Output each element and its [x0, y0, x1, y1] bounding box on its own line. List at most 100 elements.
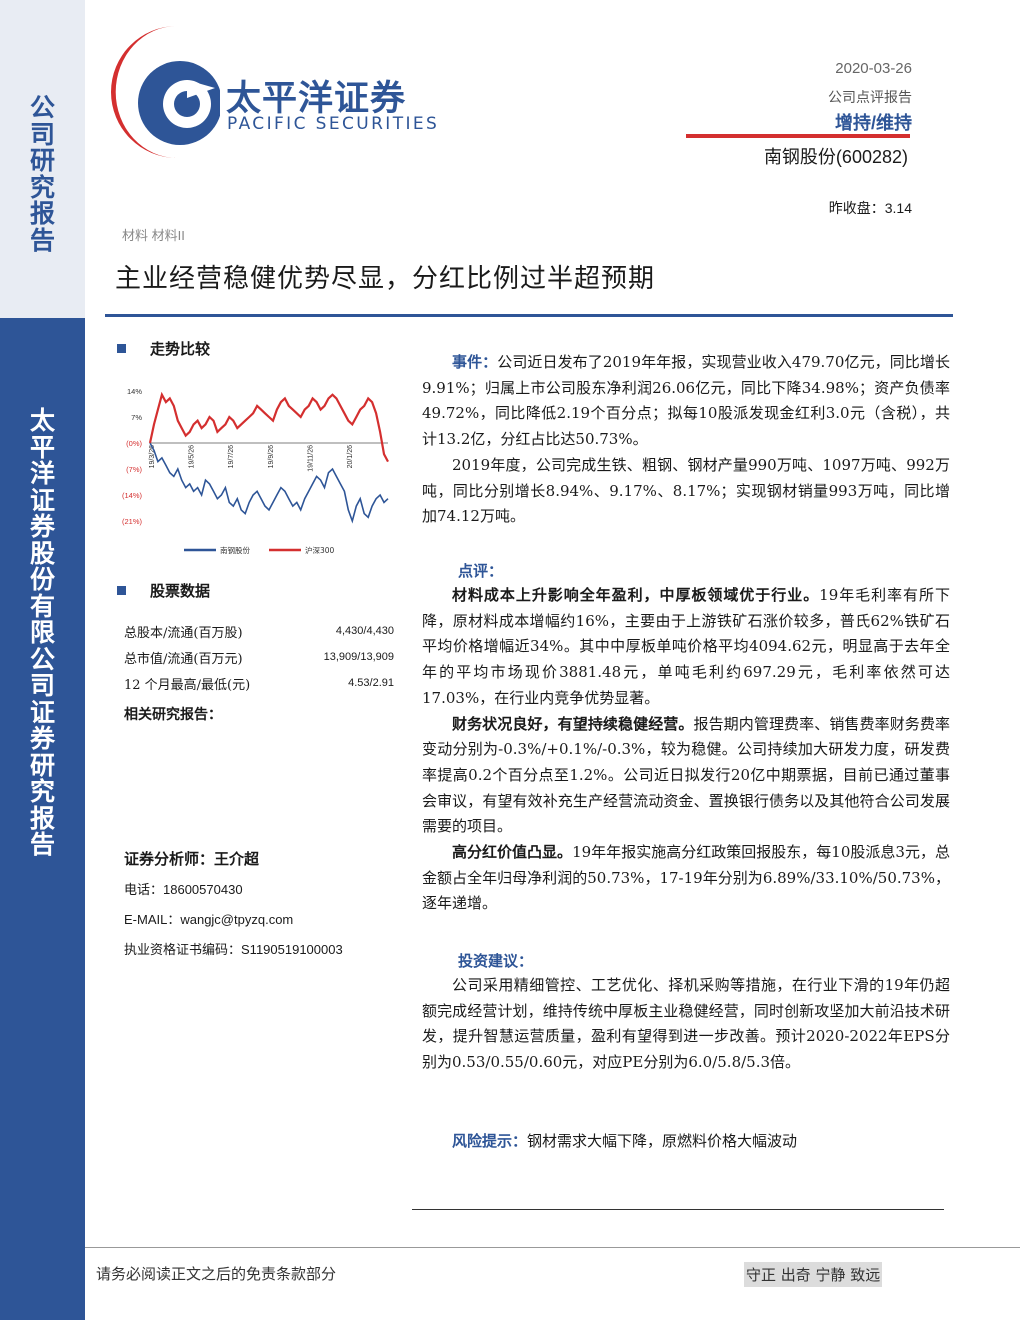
risk-section: 风险提示：钢材需求大幅下降，原燃料价格大幅波动: [422, 1129, 950, 1155]
comment-2-lead: 财务状况良好，有望持续稳健经营。: [452, 714, 694, 733]
square-bullet-icon: [117, 586, 126, 595]
trend-heading-label: 走势比较: [150, 340, 211, 358]
comment-heading: 点评：: [458, 562, 504, 580]
report-type: 公司点评报告: [828, 89, 912, 105]
report-date: 2020-03-26: [835, 60, 912, 77]
y-tick-label: (0%): [126, 439, 142, 448]
legend-label: 南钢股份: [220, 545, 250, 555]
x-tick-label: 19/11/26: [307, 445, 314, 472]
sidebar-company-text: 太平洋证券股份有限公司证券研究报告: [0, 406, 85, 859]
x-tick-label: 20/1/26: [347, 445, 354, 468]
stock-data-heading-label: 股票数据: [150, 582, 211, 600]
comment-2-text: 报告期内管理费率、销售费率财务费率变动分别为-0.3%/+0.1%/-0.3%，…: [422, 714, 950, 836]
comment-paragraph-2: 财务状况良好，有望持续稳健经营。报告期内管理费率、销售费率财务费率变动分别为-0…: [422, 712, 950, 841]
table-row: 12 个月最高/最低(元) 4.53/2.91: [124, 670, 394, 696]
y-tick-label: (14%): [122, 491, 143, 500]
stock-data-table: 总股本/流通(百万股) 4,430/4,430 总市值/流通(百万元) 13,9…: [124, 618, 394, 696]
comment-3-lead: 高分红价值凸显。: [452, 843, 573, 862]
footer-divider: [85, 1247, 1020, 1248]
legend-label: 沪深300: [305, 545, 335, 555]
event-label: 事件：: [452, 353, 498, 371]
rating: 增持/维持: [834, 113, 912, 133]
row-value: 13,909/13,909: [323, 651, 394, 663]
email-value[interactable]: wangjc@tpyzq.com: [180, 912, 294, 927]
event-text: 公司近日发布了2019年年报，实现营业收入479.70亿元，同比增长9.91%；…: [422, 353, 950, 449]
sidebar-char: 股: [29, 538, 55, 568]
comment-paragraph-1: 材料成本上升影响全年盈利，中厚板领域优于行业。19年毛利率有所下降，原材料成本增…: [422, 583, 950, 712]
sidebar-char: 公: [29, 644, 55, 674]
sidebar-char: 司: [29, 119, 55, 149]
trend-heading: 走势比较: [117, 338, 210, 359]
row-label: 12 个月最高/最低(元): [124, 677, 251, 693]
industry-tag: 材料 材料II: [122, 228, 185, 243]
sidebar-char: 报: [29, 199, 55, 228]
row-value: 4,430/4,430: [335, 625, 394, 637]
analyst-email: E-MAIL：wangjc@tpyzq.com: [124, 909, 293, 928]
y-tick-label: (7%): [126, 465, 142, 474]
rating-underline: [686, 134, 910, 138]
sidebar-char: 有: [29, 591, 55, 621]
cert-value: S1190519100003: [241, 942, 343, 957]
row-value: 4.53/2.91: [348, 677, 394, 689]
series-line-nangang: [149, 442, 389, 524]
logo-english-name: PACIFIC SECURITIES: [227, 114, 440, 134]
sidebar-bottom-band: [0, 318, 85, 1320]
risk-label: 风险提示：: [452, 1132, 528, 1150]
sidebar-char: 券: [29, 512, 55, 541]
company-logo: 太平洋证券 PACIFIC SECURITIES: [105, 18, 445, 168]
x-tick-label: 19/9/26: [268, 445, 275, 468]
title-divider: [105, 314, 953, 317]
sidebar-char: 券: [29, 724, 55, 753]
x-tick-label: 19/3/26: [149, 445, 156, 468]
comment-1-text: 19年毛利率有所下降，原材料成本增幅约16%，主要由于上游铁矿石涨价较多，普氏6…: [422, 586, 950, 707]
trend-chart-svg: 14% 7% (0%) (7%) (14%) (21%) 19/3/26 19/5/26 19/…: [122, 387, 389, 555]
sidebar-char: 限: [29, 618, 55, 647]
row-label: 总股本/流通(百万股): [124, 625, 243, 641]
x-tick-label: 19/5/26: [189, 445, 196, 468]
table-row: 总股本/流通(百万股) 4,430/4,430: [124, 618, 394, 644]
sidebar-char: 司: [29, 671, 55, 700]
sidebar-report-type-text: 公司研究报告: [0, 93, 85, 255]
y-tick-label: 7%: [131, 413, 142, 422]
event-section: 事件：公司近日发布了2019年年报，实现营业收入479.70亿元，同比增长9.9…: [422, 350, 950, 530]
sidebar-char: 研: [29, 146, 55, 175]
sidebar-top-band: [0, 0, 85, 318]
report-title: 主业经营稳健优势尽显，分红比例过半超预期: [115, 264, 656, 294]
square-bullet-icon: [117, 344, 126, 353]
sidebar-char: 平: [29, 432, 55, 462]
sidebar-char: 告: [29, 830, 55, 859]
sidebar-char: 公: [29, 93, 55, 122]
sidebar-char: 洋: [29, 459, 55, 488]
y-tick-label: 14%: [127, 387, 142, 396]
previous-close: 昨收盘：3.14: [828, 200, 912, 216]
logo-emblem-icon: [111, 26, 220, 158]
x-tick-label: 19/7/26: [228, 445, 235, 468]
sidebar-char: 证: [29, 485, 55, 515]
event-paragraph: 事件：公司近日发布了2019年年报，实现营业收入479.70亿元，同比增长9.9…: [422, 350, 950, 453]
email-label: E-MAIL：: [124, 912, 181, 927]
trend-chart: 14% 7% (0%) (7%) (14%) (21%) 19/3/26 19/5/26 19/…: [112, 378, 404, 563]
investment-heading: 投资建议：: [458, 952, 534, 970]
row-label: 总市值/流通(百万元): [124, 651, 243, 667]
stock-name-code: 南钢股份(600282): [763, 147, 908, 167]
sidebar-char: 研: [29, 750, 55, 780]
table-row: 总市值/流通(百万元) 13,909/13,909: [124, 644, 394, 670]
sidebar-char: 告: [29, 225, 55, 255]
disclaimer-notice: 请务必阅读正文之后的免责条款部分: [96, 1265, 337, 1283]
sidebar-char: 太: [29, 406, 55, 435]
comment-1-lead: 材料成本上升影响全年盈利，中厚板领域优于行业。: [452, 586, 820, 604]
series-line-hs300: [148, 391, 389, 463]
sidebar-char: 究: [29, 172, 55, 202]
left-sidebar: 公司研究报告 太平洋证券股份有限公司证券研究报告: [0, 0, 85, 1320]
sidebar-char: 证: [29, 697, 55, 727]
investment-section: 公司采用精细管控、工艺优化、择机采购等措施，在行业下滑的19年仍超额完成经营计划…: [422, 973, 950, 1076]
comment-paragraph-3: 高分红价值凸显。19年年报实施高分红政策回报股东，每10股派息3元，总金额占全年…: [422, 840, 950, 917]
content-end-divider: [412, 1209, 944, 1210]
analyst-name: 证券分析师：王介超: [124, 850, 260, 868]
phone-value: 18600570430: [163, 882, 243, 897]
sidebar-char: 份: [29, 565, 55, 594]
risk-paragraph: 风险提示：钢材需求大幅下降，原燃料价格大幅波动: [422, 1129, 950, 1155]
cert-label: 执业资格证书编码：: [124, 943, 242, 958]
sidebar-char: 究: [29, 777, 55, 806]
logo-chinese-name: 太平洋证券: [226, 79, 407, 119]
